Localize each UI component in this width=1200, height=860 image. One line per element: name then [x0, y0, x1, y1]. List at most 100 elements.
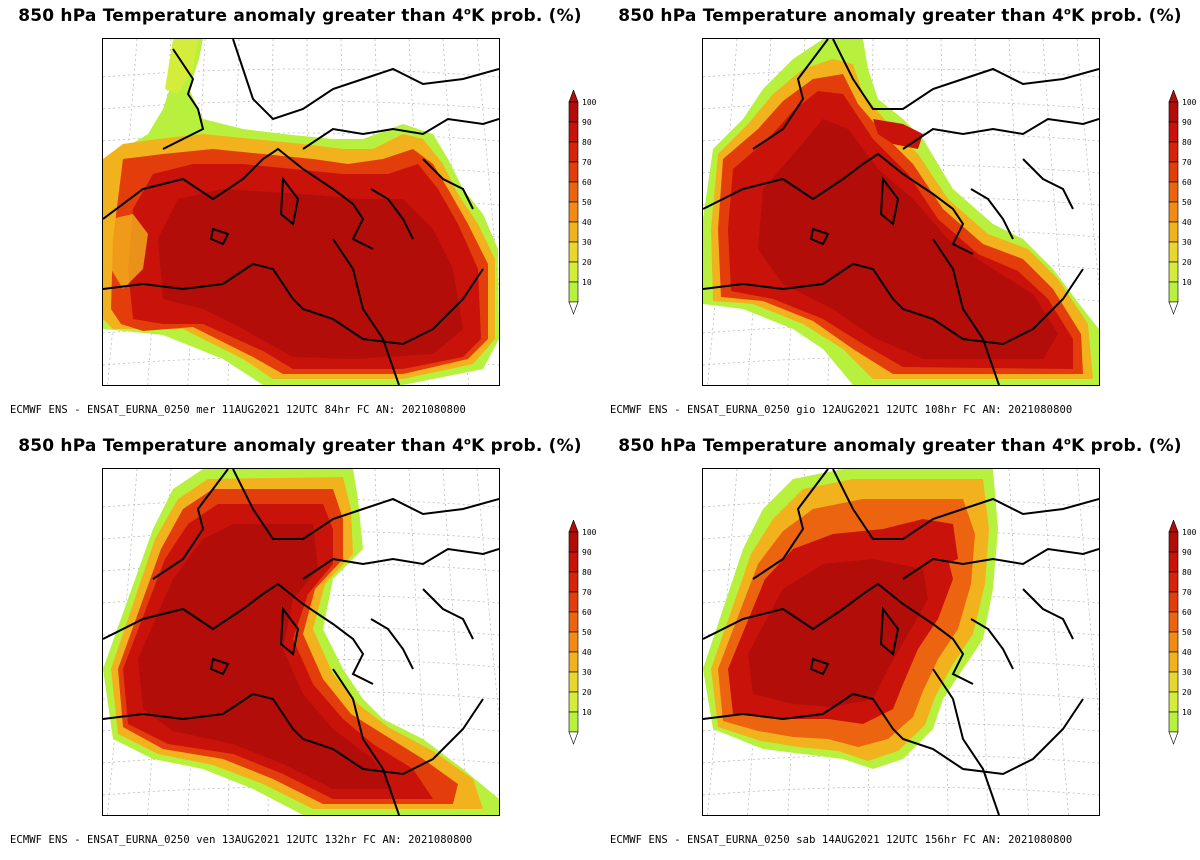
probability-map: [102, 468, 500, 816]
colorbar-top-arrow: [568, 89, 579, 103]
meridian-line: [707, 469, 738, 815]
panel-caption: ECMWF ENS - ENSAT_EURNA_0250 ven 13AUG20…: [10, 834, 473, 846]
meridian-line: [1076, 39, 1099, 292]
colorbar-tick-label: 100: [582, 98, 597, 107]
colorbar-swatch: [1168, 121, 1179, 143]
map-panel-3: 850 hPa Temperature anomaly greater than…: [0, 430, 600, 860]
panel-title: 850 hPa Temperature anomaly greater than…: [618, 6, 1182, 26]
colorbar-tick-label: 20: [1182, 258, 1192, 267]
colorbar-tick-label: 80: [1182, 138, 1192, 147]
colorbar: 100 90 80 70 60 50 40 30 20 10: [1166, 519, 1200, 764]
colorbar-swatch: [568, 281, 579, 303]
colorbar-swatch: [1168, 671, 1179, 693]
colorbar: 100 90 80 70 60 50 40 30 20 10: [1166, 89, 1200, 334]
colorbar-swatch: [1168, 631, 1179, 653]
panel-caption: ECMWF ENS - ENSAT_EURNA_0250 sab 14AUG20…: [610, 834, 1073, 846]
colorbar-tick-label: 100: [1182, 528, 1197, 537]
meridian-line: [107, 39, 138, 385]
colorbar-tick-label: 10: [582, 278, 592, 287]
colorbar-swatch: [1168, 221, 1179, 243]
colorbar-swatch: [568, 261, 579, 283]
colorbar-swatch: [568, 571, 579, 593]
colorbar-tick-label: 70: [1182, 588, 1192, 597]
colorbar-swatch: [568, 651, 579, 673]
coastlines: [703, 469, 1099, 815]
colorbar-bottom-arrow: [568, 731, 579, 745]
colorbar-swatch: [1168, 261, 1179, 283]
colorbar-tick-label: 50: [1182, 198, 1192, 207]
meridian-line: [707, 39, 738, 385]
colorbar-swatch: [568, 631, 579, 653]
colorbar-swatch: [1168, 141, 1179, 163]
colorbar-swatch: [568, 711, 579, 733]
probability-field: [703, 39, 1099, 385]
coastlines: [103, 469, 499, 815]
colorbar-swatch: [1168, 101, 1179, 123]
colorbar-tick-label: 30: [1182, 238, 1192, 247]
panel-title: 850 hPa Temperature anomaly greater than…: [618, 436, 1182, 456]
colorbar-swatch: [568, 181, 579, 203]
colorbar-tick-label: 30: [1182, 668, 1192, 677]
colorbar-tick-label: 80: [582, 568, 592, 577]
colorbar-tick-label: 100: [1182, 98, 1197, 107]
colorbar-tick-label: 20: [582, 688, 592, 697]
colorbar-tick-label: 40: [582, 218, 592, 227]
meridian-line: [1008, 469, 1029, 815]
colorbar-swatch: [1168, 691, 1179, 713]
colorbar-bottom-arrow: [1168, 301, 1179, 315]
probability-map: [702, 38, 1100, 386]
colorbar: 100 90 80 70 60 50 40 30 20 10: [566, 519, 602, 764]
colorbar-tick-label: 90: [582, 118, 592, 127]
colorbar-swatch: [1168, 241, 1179, 263]
colorbar-tick-label: 100: [582, 528, 597, 537]
colorbar-tick-label: 70: [582, 158, 592, 167]
panel-title: 850 hPa Temperature anomaly greater than…: [18, 6, 582, 26]
probability-field: [103, 469, 499, 815]
colorbar-swatch: [568, 591, 579, 613]
colorbar: 100 90 80 70 60 50 40 30 20 10: [566, 89, 602, 334]
colorbar-tick-label: 40: [1182, 648, 1192, 657]
colorbar-tick-label: 40: [582, 648, 592, 657]
parallel-line: [703, 786, 1099, 796]
map-panel-1: 850 hPa Temperature anomaly greater than…: [0, 0, 600, 430]
colorbar-swatch: [568, 221, 579, 243]
map-panel-4: 850 hPa Temperature anomaly greater than…: [600, 430, 1200, 860]
meridian-line: [1042, 469, 1069, 815]
coastlines: [703, 39, 1099, 385]
colorbar-tick-label: 10: [1182, 278, 1192, 287]
parallel-line: [103, 100, 499, 110]
colorbar-swatch: [568, 241, 579, 263]
probability-field: [703, 469, 998, 769]
colorbar-top-arrow: [1168, 89, 1179, 103]
colorbar-tick-label: 90: [1182, 118, 1192, 127]
meridian-line: [476, 39, 499, 292]
colorbar-swatch: [568, 551, 579, 573]
colorbar-tick-label: 50: [1182, 628, 1192, 637]
probability-field: [103, 39, 499, 385]
colorbar-swatch: [1168, 201, 1179, 223]
probability-map: [102, 38, 500, 386]
colorbar-tick-label: 50: [582, 198, 592, 207]
colorbar-swatch: [568, 691, 579, 713]
map-panel-2: 850 hPa Temperature anomaly greater than…: [600, 0, 1200, 430]
coastlines: [103, 39, 499, 385]
colorbar-swatch: [1168, 531, 1179, 553]
panel-caption: ECMWF ENS - ENSAT_EURNA_0250 gio 12AUG20…: [610, 404, 1073, 416]
colorbar-top-arrow: [568, 519, 579, 533]
colorbar-swatch: [568, 161, 579, 183]
colorbar-tick-label: 30: [582, 668, 592, 677]
colorbar-bottom-arrow: [568, 301, 579, 315]
colorbar-tick-label: 90: [1182, 548, 1192, 557]
meridian-line: [1076, 469, 1099, 722]
panel-title: 850 hPa Temperature anomaly greater than…: [18, 436, 582, 456]
colorbar-swatch: [568, 671, 579, 693]
colorbar-swatch: [568, 201, 579, 223]
colorbar-swatch: [568, 141, 579, 163]
colorbar-tick-label: 30: [582, 238, 592, 247]
colorbar-tick-label: 10: [582, 708, 592, 717]
colorbar-swatch: [1168, 551, 1179, 573]
panel-caption: ECMWF ENS - ENSAT_EURNA_0250 mer 11AUG20…: [10, 404, 466, 416]
colorbar-swatch: [1168, 591, 1179, 613]
colorbar-swatch: [568, 611, 579, 633]
colorbar-tick-label: 40: [1182, 218, 1192, 227]
